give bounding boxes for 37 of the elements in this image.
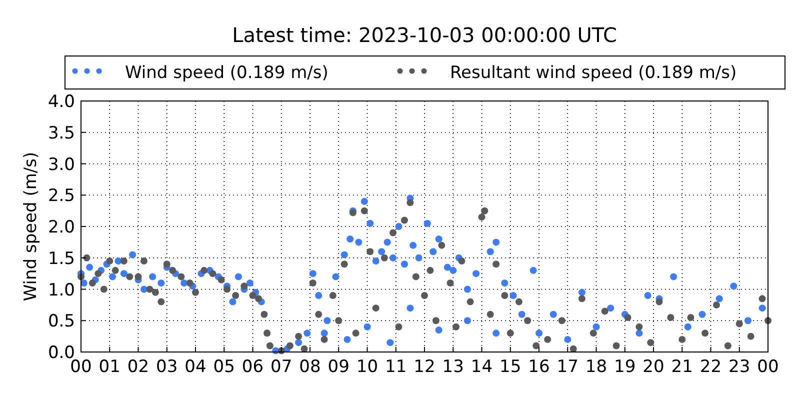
x-tick-label: 15 xyxy=(500,357,522,377)
y-tick-label: 1.0 xyxy=(48,280,75,300)
y-tick-label: 1.5 xyxy=(48,248,75,269)
x-tick-label: 10 xyxy=(356,357,378,377)
y-tick-label: 3.5 xyxy=(48,123,75,144)
x-tick-label: 18 xyxy=(585,357,608,377)
y-tick-label: 0.5 xyxy=(48,312,75,332)
x-tick-label: 04 xyxy=(184,357,206,377)
x-tick-label: 08 xyxy=(299,357,321,377)
y-tick-label: 2.5 xyxy=(48,186,75,206)
x-tick-label: 23 xyxy=(728,357,750,377)
x-tick-label: 16 xyxy=(528,357,550,377)
x-tick-label: 19 xyxy=(614,357,636,377)
x-tick-label: 06 xyxy=(242,357,264,377)
x-tick-label: 00 xyxy=(757,357,779,377)
y-tick-label: 2.0 xyxy=(48,218,75,238)
x-tick-label: 13 xyxy=(442,357,464,377)
y-tick-label: 3.0 xyxy=(48,154,75,175)
x-tick-label: 14 xyxy=(470,357,493,377)
y-axis-title: Wind speed (m/s) xyxy=(21,152,41,302)
x-tick-label: 21 xyxy=(671,357,693,377)
legend-label: Resultant wind speed (0.189 m/s) xyxy=(450,63,737,83)
x-tick-label: 17 xyxy=(556,357,578,377)
x-tick-label: 09 xyxy=(328,357,350,377)
x-tick-label: 07 xyxy=(270,357,292,377)
chart-title: Latest time: 2023-10-03 00:00:00 UTC xyxy=(232,23,617,47)
legend-label: Wind speed (0.189 m/s) xyxy=(125,63,328,83)
x-tick-label: 22 xyxy=(700,357,722,377)
x-tick-label: 01 xyxy=(98,357,120,377)
y-tick-label: 4.0 xyxy=(48,92,75,112)
x-tick-label: 00 xyxy=(70,357,92,377)
x-tick-label: 03 xyxy=(156,357,178,377)
x-tick-label: 20 xyxy=(642,357,664,377)
x-tick-label: 11 xyxy=(385,357,407,377)
x-tick-label: 02 xyxy=(127,357,150,377)
x-tick-label: 12 xyxy=(414,357,436,377)
x-tick-label: 05 xyxy=(213,357,235,377)
